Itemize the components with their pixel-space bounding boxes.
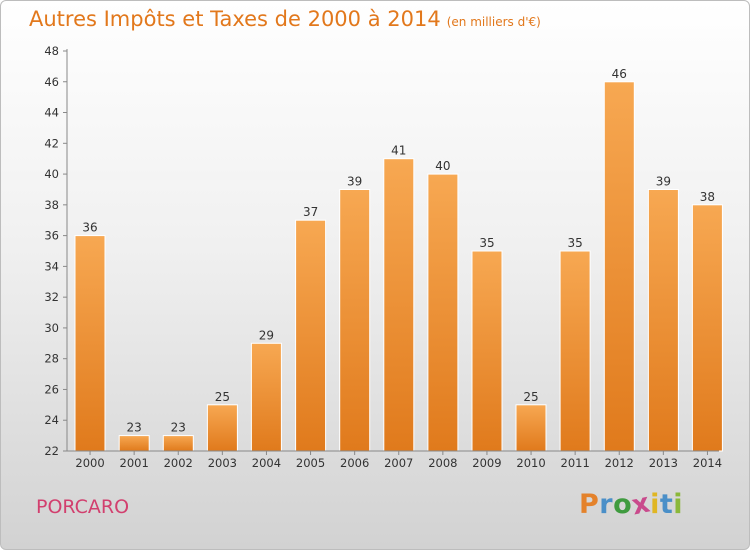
- bar-2002: [162, 435, 194, 452]
- bar-2001: [118, 435, 150, 452]
- x-tick-label-2004: 2004: [252, 456, 281, 470]
- x-tick-label-2012: 2012: [605, 456, 634, 470]
- x-tick-label-2002: 2002: [164, 456, 193, 470]
- y-tick-label-34: 34: [44, 259, 59, 273]
- bar-2011: [559, 250, 591, 452]
- bar-2010: [515, 404, 547, 452]
- y-tick-label-40: 40: [44, 167, 59, 181]
- x-tick-label-2009: 2009: [472, 456, 501, 470]
- bar-2003: [206, 404, 238, 452]
- y-tick-label-22: 22: [44, 444, 59, 458]
- logo-letter: o: [613, 489, 633, 520]
- bar-2007: [383, 158, 415, 452]
- x-tick-label-2000: 2000: [75, 456, 104, 470]
- x-tick-label-2001: 2001: [120, 456, 149, 470]
- bars-layer: 36 23 23 25 29 37 39 41 40 35 25 35 46 39 38: [74, 67, 723, 452]
- value-label-2013: 39: [656, 175, 671, 189]
- y-tick-label-38: 38: [44, 198, 59, 212]
- y-tick-label-46: 46: [44, 75, 59, 89]
- y-tick-label-30: 30: [44, 321, 59, 335]
- value-label-2000: 36: [82, 221, 97, 235]
- value-label-2005: 37: [303, 205, 318, 219]
- x-tick-label-2005: 2005: [296, 456, 325, 470]
- y-tick-label-26: 26: [44, 382, 59, 396]
- bar-2005: [295, 219, 327, 452]
- value-label-2004: 29: [259, 328, 274, 342]
- chart-unit: (en milliers d'€): [446, 15, 541, 29]
- bar-2004: [250, 342, 282, 452]
- logo-letter: P: [579, 489, 600, 520]
- y-tick-label-24: 24: [44, 413, 59, 427]
- value-label-2001: 23: [127, 421, 142, 435]
- y-tick-label-36: 36: [44, 229, 59, 243]
- value-label-2011: 35: [567, 236, 582, 250]
- y-tick-label-32: 32: [44, 290, 59, 304]
- value-label-2002: 23: [171, 421, 186, 435]
- y-tick-label-44: 44: [44, 106, 59, 120]
- x-tick-label-2008: 2008: [428, 456, 457, 470]
- logo-letter: t: [659, 489, 674, 520]
- axis-layer: 22 24 26 28 30 32 34 36 38 40 42 44 46 48 2000 2001 2002…: [44, 44, 722, 470]
- bar-2013: [647, 189, 679, 452]
- bar-2008: [427, 173, 459, 452]
- logo-letter: i: [650, 489, 660, 520]
- x-tick-label-2010: 2010: [516, 456, 545, 470]
- bar-2014: [691, 204, 723, 452]
- bar-2012: [603, 81, 635, 452]
- logo-letter: i: [673, 489, 684, 520]
- value-label-2010: 25: [523, 390, 538, 404]
- x-tick-label-2003: 2003: [208, 456, 237, 470]
- x-tick-label-2011: 2011: [561, 456, 590, 470]
- value-label-2009: 35: [479, 236, 494, 250]
- location-label: PORCARO: [36, 496, 130, 518]
- proxiti-logo: Proxiti: [579, 487, 684, 521]
- bar-2006: [339, 189, 371, 452]
- value-label-2003: 25: [215, 390, 230, 404]
- bar-2000: [74, 235, 106, 452]
- value-label-2008: 40: [435, 159, 450, 173]
- value-label-2007: 41: [391, 144, 406, 158]
- logo-letter: r: [599, 489, 614, 520]
- value-label-2012: 46: [612, 67, 627, 81]
- value-label-2014: 38: [700, 190, 715, 204]
- x-tick-label-2006: 2006: [340, 456, 369, 470]
- bar-2009: [471, 250, 503, 452]
- chart-title: Autres Impôts et Taxes de 2000 à 2014: [29, 7, 441, 31]
- y-tick-label-48: 48: [44, 44, 59, 58]
- y-tick-label-28: 28: [44, 352, 59, 366]
- y-tick-label-42: 42: [44, 136, 59, 150]
- x-tick-label-2014: 2014: [693, 456, 722, 470]
- value-label-2006: 39: [347, 175, 362, 189]
- x-tick-label-2013: 2013: [649, 456, 678, 470]
- x-tick-label-2007: 2007: [384, 456, 413, 470]
- chart-title-block: Autres Impôts et Taxes de 2000 à 2014 (en…: [29, 7, 541, 31]
